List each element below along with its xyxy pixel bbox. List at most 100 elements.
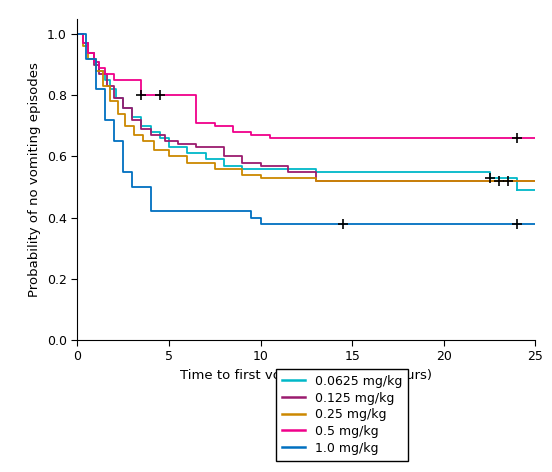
1.0 mg/kg — [92, 56, 99, 61]
0.5 mg/kg — [211, 120, 218, 126]
0.0625 mg/kg — [107, 86, 114, 92]
0.25 mg/kg — [140, 132, 147, 138]
1.0 mg/kg — [129, 184, 136, 190]
0.125 mg/kg — [129, 105, 136, 110]
0.5 mg/kg — [285, 135, 291, 141]
0.25 mg/kg — [151, 138, 157, 144]
0.25 mg/kg — [140, 138, 147, 144]
0.125 mg/kg — [79, 31, 86, 37]
0.125 mg/kg — [193, 142, 200, 147]
1.0 mg/kg — [120, 138, 126, 144]
0.0625 mg/kg — [514, 175, 521, 181]
1.0 mg/kg — [257, 215, 264, 220]
0.0625 mg/kg — [113, 86, 119, 92]
0.0625 mg/kg — [113, 95, 119, 101]
1.0 mg/kg — [147, 184, 154, 190]
0.5 mg/kg — [193, 93, 200, 98]
0.125 mg/kg — [175, 142, 182, 147]
0.125 mg/kg — [103, 71, 110, 77]
0.125 mg/kg — [239, 160, 246, 165]
0.0625 mg/kg — [514, 187, 521, 193]
1.0 mg/kg — [92, 86, 99, 92]
1.0 mg/kg — [129, 169, 136, 175]
0.25 mg/kg — [312, 175, 319, 181]
0.5 mg/kg — [138, 77, 145, 83]
0.25 mg/kg — [79, 31, 86, 37]
1.0 mg/kg — [339, 221, 346, 227]
0.125 mg/kg — [514, 178, 521, 184]
0.5 mg/kg — [85, 50, 92, 55]
1.0 mg/kg — [110, 117, 117, 123]
0.25 mg/kg — [166, 153, 172, 159]
0.25 mg/kg — [114, 99, 121, 104]
0.5 mg/kg — [102, 65, 108, 71]
0.0625 mg/kg — [486, 175, 493, 181]
0.5 mg/kg — [248, 129, 254, 135]
1.0 mg/kg — [339, 221, 346, 227]
Line: 0.0625 mg/kg: 0.0625 mg/kg — [77, 34, 517, 190]
0.25 mg/kg — [131, 123, 137, 129]
1.0 mg/kg — [83, 56, 90, 61]
0.0625 mg/kg — [129, 114, 136, 119]
0.5 mg/kg — [74, 31, 81, 37]
0.0625 mg/kg — [166, 144, 172, 150]
0.0625 mg/kg — [85, 41, 92, 46]
0.125 mg/kg — [505, 178, 511, 184]
0.25 mg/kg — [151, 147, 157, 153]
1.0 mg/kg — [514, 221, 521, 227]
0.25 mg/kg — [239, 172, 246, 177]
0.5 mg/kg — [96, 59, 103, 65]
0.25 mg/kg — [211, 166, 218, 171]
0.0625 mg/kg — [96, 68, 103, 74]
0.125 mg/kg — [221, 153, 227, 159]
0.125 mg/kg — [110, 83, 117, 89]
0.0625 mg/kg — [156, 129, 163, 135]
0.5 mg/kg — [91, 50, 97, 55]
0.25 mg/kg — [74, 31, 81, 37]
0.125 mg/kg — [175, 138, 182, 144]
0.5 mg/kg — [91, 59, 97, 65]
0.0625 mg/kg — [79, 31, 86, 37]
0.0625 mg/kg — [202, 157, 209, 162]
Line: 0.25 mg/kg: 0.25 mg/kg — [77, 34, 517, 181]
0.0625 mg/kg — [91, 59, 97, 65]
0.0625 mg/kg — [339, 169, 346, 175]
0.0625 mg/kg — [339, 169, 346, 175]
0.0625 mg/kg — [85, 50, 92, 55]
X-axis label: Time to first vomiting episode (hours): Time to first vomiting episode (hours) — [181, 369, 432, 382]
Line: 0.125 mg/kg: 0.125 mg/kg — [77, 34, 517, 181]
0.0625 mg/kg — [257, 166, 264, 171]
1.0 mg/kg — [147, 209, 154, 214]
0.125 mg/kg — [162, 138, 168, 144]
0.0625 mg/kg — [91, 50, 97, 55]
Legend: 0.0625 mg/kg, 0.125 mg/kg, 0.25 mg/kg, 0.5 mg/kg, 1.0 mg/kg: 0.0625 mg/kg, 0.125 mg/kg, 0.25 mg/kg, 0… — [276, 369, 408, 461]
0.5 mg/kg — [267, 135, 273, 141]
0.0625 mg/kg — [184, 144, 190, 150]
0.125 mg/kg — [257, 160, 264, 165]
0.125 mg/kg — [193, 144, 200, 150]
0.25 mg/kg — [92, 68, 99, 74]
0.125 mg/kg — [138, 117, 145, 123]
0.25 mg/kg — [121, 111, 128, 117]
1.0 mg/kg — [514, 221, 521, 227]
0.25 mg/kg — [166, 147, 172, 153]
0.0625 mg/kg — [138, 114, 145, 119]
0.25 mg/kg — [211, 160, 218, 165]
0.0625 mg/kg — [102, 77, 108, 83]
0.125 mg/kg — [91, 50, 97, 55]
0.0625 mg/kg — [120, 95, 126, 101]
0.0625 mg/kg — [79, 41, 86, 46]
0.125 mg/kg — [505, 178, 511, 184]
0.125 mg/kg — [162, 132, 168, 138]
Line: 1.0 mg/kg: 1.0 mg/kg — [77, 34, 517, 224]
0.25 mg/kg — [514, 178, 521, 184]
0.0625 mg/kg — [129, 105, 136, 110]
0.5 mg/kg — [230, 129, 236, 135]
0.0625 mg/kg — [239, 163, 246, 169]
0.0625 mg/kg — [184, 151, 190, 156]
0.5 mg/kg — [514, 135, 521, 141]
1.0 mg/kg — [120, 169, 126, 175]
0.5 mg/kg — [230, 123, 236, 129]
0.0625 mg/kg — [312, 169, 319, 175]
0.25 mg/kg — [92, 56, 99, 61]
